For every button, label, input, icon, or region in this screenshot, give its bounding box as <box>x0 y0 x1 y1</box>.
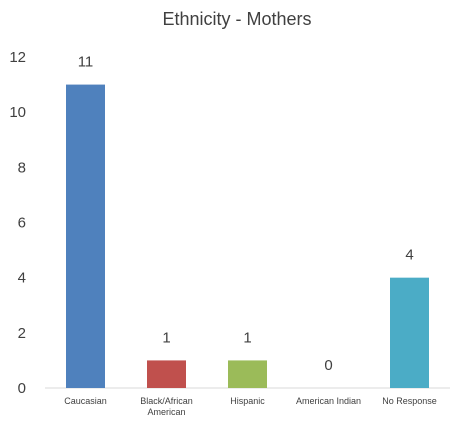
bar <box>147 360 186 388</box>
x-tick-label: Hispanic <box>230 396 265 406</box>
y-tick-label: 0 <box>18 380 26 397</box>
x-tick-label: American Indian <box>296 396 361 406</box>
x-tick-label: Black/African <box>140 396 193 406</box>
y-tick-label: 12 <box>9 49 26 66</box>
y-tick-label: 10 <box>9 104 26 121</box>
bar <box>66 84 105 388</box>
x-tick-label: American <box>147 407 185 417</box>
y-tick-label: 2 <box>18 325 26 342</box>
data-label: 4 <box>405 247 413 264</box>
data-label: 11 <box>78 54 94 71</box>
x-tick-label: No Response <box>382 396 437 406</box>
y-tick-label: 4 <box>18 270 26 287</box>
chart-title: Ethnicity - Mothers <box>162 9 311 29</box>
data-label: 0 <box>324 357 332 374</box>
y-tick-label: 6 <box>18 215 26 232</box>
bar <box>228 360 267 388</box>
bar-layer <box>66 84 429 388</box>
y-tick-label: 8 <box>18 159 26 176</box>
x-tick-label: Caucasian <box>64 396 107 406</box>
bar <box>390 277 429 388</box>
data-label: 1 <box>243 329 251 346</box>
label-layer: 111 104 <box>78 54 414 374</box>
data-label: 1 <box>162 329 170 346</box>
